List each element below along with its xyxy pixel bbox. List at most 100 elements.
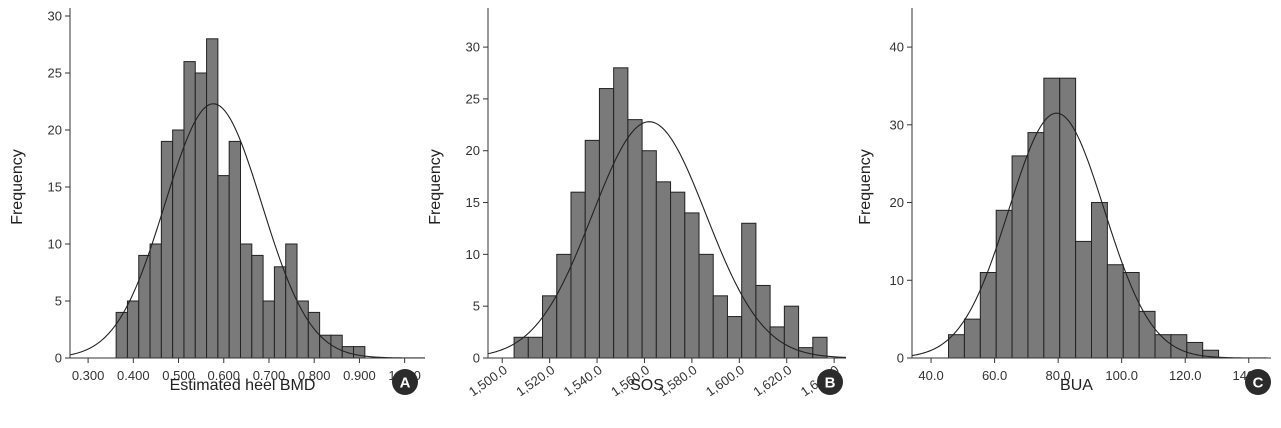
normal-curve [487, 121, 847, 358]
y-tick-label: 20 [466, 143, 480, 158]
y-tick-label: 0 [897, 351, 904, 366]
y-tick-label: 10 [48, 237, 62, 252]
histogram-bar [262, 300, 275, 359]
x-tick-label: 1,540.0 [561, 362, 605, 399]
histogram-bar [613, 67, 629, 359]
histogram-bar [542, 295, 558, 359]
histogram-bar [285, 243, 298, 359]
x-tick-label: 0.300 [72, 368, 105, 383]
x-tick-label: 120.0 [1169, 368, 1202, 383]
histogram-bar [513, 336, 529, 359]
y-tick-label: 0 [473, 351, 480, 366]
histogram-bar [1027, 132, 1045, 359]
histogram-bar [296, 300, 309, 359]
y-tick-label: 40 [890, 40, 904, 55]
histogram-bar [172, 129, 185, 359]
y-tick-label: 20 [890, 195, 904, 210]
histogram-bar [228, 140, 241, 359]
histogram-bar [598, 88, 615, 359]
histogram-bar [670, 191, 686, 359]
y-tick-label: 10 [890, 273, 904, 288]
histogram-bar [698, 253, 714, 359]
y-tick-label: 20 [48, 123, 62, 138]
histogram-bar [1091, 202, 1108, 359]
histogram-bar [149, 243, 162, 359]
badge-circle [817, 369, 843, 395]
x-tick-label: 1,520.0 [513, 362, 557, 399]
y-tick-label: 25 [466, 91, 480, 106]
x-tick-label: 80.0 [1045, 368, 1070, 383]
histogram-bar [319, 334, 332, 359]
histogram-bar [1011, 155, 1029, 359]
histogram-bar [570, 191, 586, 359]
normal-curve [911, 112, 1271, 359]
x-tick-label: 1,600.0 [703, 362, 747, 399]
histogram-bar [307, 311, 321, 359]
badge-label: B [825, 375, 836, 392]
y-tick-label: 0 [55, 351, 62, 366]
badge-label: C [1253, 375, 1264, 392]
y-tick-label: 30 [48, 9, 62, 24]
y-tick-label: 30 [466, 40, 480, 55]
histogram-bar [712, 295, 728, 359]
chart-panel-c: 01020304040.060.080.0100.0120.0140.0BUAF… [857, 8, 1271, 395]
histogram-bar [684, 212, 700, 359]
badge-circle [392, 369, 418, 395]
x-tick-label: 1,620.0 [750, 362, 794, 399]
histogram-bar [239, 243, 253, 359]
histogram-bar [138, 254, 151, 359]
y-tick-label: 25 [48, 66, 62, 81]
y-tick-label: 30 [890, 117, 904, 132]
histogram-bar [527, 336, 544, 359]
x-tick-label: 0.600 [207, 368, 240, 383]
histogram-bar [115, 311, 128, 359]
y-axis-title: Frequency [857, 149, 874, 225]
histogram-bar [655, 181, 672, 359]
x-tick-label: 0.500 [162, 368, 195, 383]
histogram-bar [273, 266, 287, 359]
histogram-bar [183, 61, 196, 359]
histogram-bar [251, 254, 264, 359]
x-tick-label: 40.0 [918, 368, 943, 383]
x-axis-title: Estimated heel BMD [170, 377, 316, 394]
histogram-bar [1043, 77, 1061, 359]
y-tick-label: 5 [55, 294, 62, 309]
y-tick-label: 10 [466, 247, 480, 262]
y-axis-title: Frequency [427, 149, 444, 225]
panel-badge: B [817, 369, 843, 395]
histogram-bar [627, 119, 643, 359]
histogram-bar [995, 209, 1013, 359]
histogram-bar [330, 334, 343, 359]
histogram-bar [1106, 264, 1124, 359]
x-tick-label: 0.400 [117, 368, 150, 383]
histogram-bar [741, 222, 757, 359]
histogram-bar [755, 284, 771, 359]
y-tick-label: 15 [48, 180, 62, 195]
x-tick-label: 1,500.0 [466, 362, 510, 399]
y-tick-label: 5 [473, 299, 480, 314]
histogram-bar [217, 175, 230, 359]
panel-badge: C [1245, 369, 1271, 395]
x-axis-title: SOS [630, 377, 664, 394]
x-tick-label: 0.700 [253, 368, 286, 383]
histogram-bar [726, 316, 743, 359]
badge-label: A [400, 375, 411, 392]
x-tick-label: 100.0 [1105, 368, 1138, 383]
histogram-bar [160, 140, 174, 359]
normal-curve [69, 103, 425, 359]
x-axis-title: BUA [1060, 377, 1093, 394]
x-tick-label: 0.900 [343, 368, 376, 383]
histogram-bar [1075, 240, 1092, 359]
y-tick-label: 15 [466, 195, 480, 210]
x-tick-label: 0.800 [298, 368, 331, 383]
y-axis-title: Frequency [9, 149, 26, 225]
x-tick-label: 60.0 [982, 368, 1007, 383]
histogram-bar [963, 318, 981, 359]
chart-panel-a: 0 5 10 15 20 25 30 0.300 0.400 0.500 0.600 0.700 0.8… [9, 8, 425, 395]
histogram-bar [194, 72, 208, 359]
histogram-bar [584, 139, 600, 359]
histogram-bar [641, 150, 657, 359]
histogram-bar [206, 38, 219, 359]
